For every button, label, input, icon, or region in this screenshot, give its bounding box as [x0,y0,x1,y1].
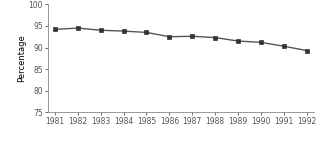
Y-axis label: Percentage: Percentage [17,34,26,82]
